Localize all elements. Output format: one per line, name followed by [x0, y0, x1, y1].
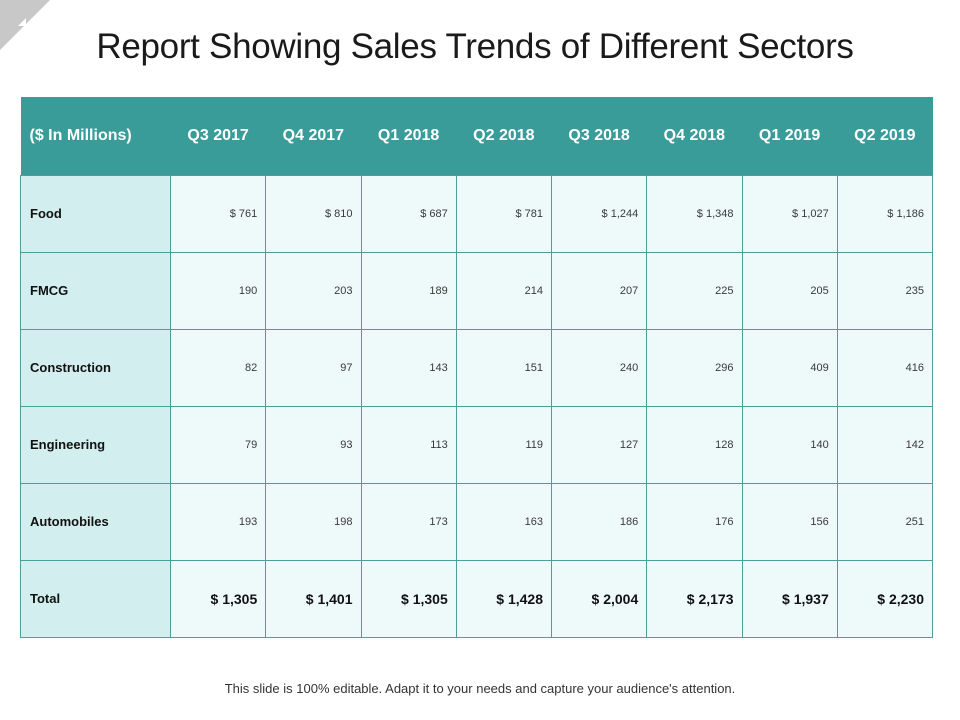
table-cell: $ 1,027 [741, 174, 838, 253]
table-cell: 163 [455, 482, 553, 561]
table-cell: $ 687 [360, 174, 457, 253]
table-cell: 113 [360, 405, 457, 484]
table-cell: 235 [836, 251, 934, 330]
table-cell: 151 [455, 328, 553, 407]
total-cell: $ 2,173 [646, 559, 743, 638]
column-header: Q2 2019 [837, 97, 933, 175]
table-cell: 173 [360, 482, 457, 561]
table-cell: 225 [646, 251, 743, 330]
table-row-total: Total $ 1,305 $ 1,401 $ 1,305 $ 1,428 $ … [20, 559, 934, 638]
sales-table: ($ In Millions) Q3 2017 Q4 2017 Q1 2018 … [20, 97, 934, 638]
table-cell: 207 [550, 251, 648, 330]
total-cell: $ 2,004 [550, 559, 648, 638]
row-label: Engineering [20, 405, 171, 484]
table-cell: 409 [741, 328, 838, 407]
table-cell: 186 [550, 482, 648, 561]
column-header: Q3 2018 [551, 97, 647, 175]
table-cell: 119 [455, 405, 553, 484]
table-cell: 176 [646, 482, 743, 561]
table-cell: $ 781 [455, 174, 553, 253]
table-row-fmcg: FMCG 190 203 189 214 207 225 205 235 [20, 251, 934, 330]
table-cell: $ 810 [265, 174, 362, 253]
table-cell: 97 [265, 328, 362, 407]
table-cell: 156 [741, 482, 838, 561]
column-header: Q2 2018 [456, 97, 552, 175]
table-cell: $ 761 [169, 174, 267, 253]
total-cell: $ 1,305 [360, 559, 457, 638]
table-cell: 214 [455, 251, 553, 330]
corner-decoration [0, 0, 50, 50]
table-cell: 82 [169, 328, 267, 407]
corner-header: ($ In Millions) [20, 97, 171, 175]
table-cell: 296 [646, 328, 743, 407]
table-cell: 127 [550, 405, 648, 484]
table-cell: 189 [360, 251, 457, 330]
row-label: Food [20, 174, 171, 253]
table-cell: 203 [265, 251, 362, 330]
column-header: Q4 2017 [265, 97, 361, 175]
table-cell: 240 [550, 328, 648, 407]
table-row-food: Food $ 761 $ 810 $ 687 $ 781 $ 1,244 $ 1… [20, 174, 934, 253]
column-header: Q1 2019 [742, 97, 838, 175]
total-cell: $ 1,937 [741, 559, 838, 638]
table-cell: $ 1,244 [550, 174, 648, 253]
row-label: Total [20, 559, 171, 638]
table-cell: 142 [836, 405, 934, 484]
table-cell: 140 [741, 405, 838, 484]
table-cell: 205 [741, 251, 838, 330]
footer-note: This slide is 100% editable. Adapt it to… [224, 681, 736, 696]
row-label: FMCG [20, 251, 171, 330]
row-label: Construction [20, 328, 171, 407]
total-cell: $ 1,305 [169, 559, 267, 638]
column-header: Q1 2018 [361, 97, 457, 175]
total-cell: $ 2,230 [836, 559, 934, 638]
table-cell: 128 [646, 405, 743, 484]
table-cell: 93 [265, 405, 362, 484]
table-row-construction: Construction 82 97 143 151 240 296 409 4… [20, 328, 934, 407]
table-cell: $ 1,186 [836, 174, 934, 253]
table-cell: 416 [836, 328, 934, 407]
table-cell: 193 [169, 482, 267, 561]
table-cell: 198 [265, 482, 362, 561]
table-row-automobiles: Automobiles 193 198 173 163 186 176 156 … [20, 482, 934, 561]
table-row-engineering: Engineering 79 93 113 119 127 128 140 14… [20, 405, 934, 484]
slide-title: Report Showing Sales Trends of Different… [96, 27, 854, 66]
table-header-row: ($ In Millions) Q3 2017 Q4 2017 Q1 2018 … [20, 97, 933, 175]
total-cell: $ 1,428 [455, 559, 553, 638]
total-cell: $ 1,401 [265, 559, 362, 638]
table-cell: $ 1,348 [646, 174, 743, 253]
column-header: Q4 2018 [646, 97, 742, 175]
table-cell: 79 [169, 405, 267, 484]
column-header: Q3 2017 [170, 97, 266, 175]
row-label: Automobiles [20, 482, 171, 561]
table-cell: 190 [169, 251, 267, 330]
table-cell: 251 [836, 482, 934, 561]
table-cell: 143 [360, 328, 457, 407]
